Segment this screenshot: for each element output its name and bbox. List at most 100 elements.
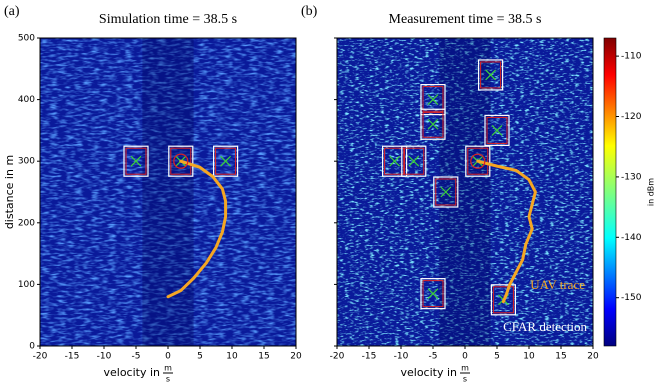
x-tick-label: 10 [226,352,238,362]
x-unit-num: m [461,364,469,373]
detection-cross [427,118,439,130]
x-tick-label: 0 [165,352,171,362]
detection-box-outer [490,284,516,316]
detection-box-outer [433,176,459,208]
cfar-detection [401,145,427,177]
detection-box-inner [125,147,147,175]
detection-box-inner [422,86,444,114]
cfar-detection [478,59,504,91]
colorbar-tick-label: -110 [621,52,642,62]
x-axis-label: velocity in [400,366,457,379]
x-tick-label: -10 [394,352,409,362]
detection-cross [220,155,232,167]
detection-box-inner [480,61,502,89]
detection-box-outer [420,278,446,310]
x-tick-label: 0 [462,352,468,362]
detection-box-outer [123,145,149,177]
x-unit-num: m [164,364,172,373]
y-tick-label: 100 [18,280,35,290]
x-tick-label: 10 [523,352,535,362]
cfar-detection [382,145,408,177]
x-unit-den: s [463,375,467,384]
annotation: UAV trace [530,277,585,292]
cfar-detection [420,83,446,116]
y-tick-label: 400 [18,95,35,105]
cfar-detection [420,108,446,140]
cfar-detection [213,145,239,177]
x-tick-label: 15 [555,352,566,362]
x-unit-den: s [166,375,170,384]
colorbar [603,37,617,347]
heatmap-noise [40,38,296,346]
detection-box-inner [215,147,237,175]
y-tick-label: 500 [18,34,35,44]
cfar-detection [465,145,491,177]
cfar-detection [123,145,149,177]
detection-box-inner [435,178,457,206]
x-tick-label: -10 [97,352,112,362]
detection-box-inner [486,116,508,144]
x-tick-label: -5 [429,352,438,362]
x-tick-label: 20 [290,352,302,362]
heatmap-noise [337,38,593,346]
detection-cross [440,186,452,198]
detection-cross [408,155,420,167]
x-tick-label: 5 [197,352,203,362]
detection-box-outer [478,59,504,91]
panel-label: (a) [4,4,20,19]
x-tick-label: 15 [258,352,269,362]
colorbar-tick-label: -130 [621,172,642,182]
detection-cross [485,69,497,81]
colorbar-tick-label: -120 [621,112,642,122]
x-axis-label: velocity in [103,366,160,379]
colorbar-tick-label: -150 [621,293,642,303]
cfar-detection [420,278,446,310]
x-tick-label: -20 [33,352,48,362]
cfar-detection [484,114,510,147]
detection-box-inner [492,286,514,314]
detection-box-outer [484,114,510,147]
x-tick-label: 5 [494,352,500,362]
detection-cross [130,155,142,167]
detection-box-inner [170,147,192,175]
detection-cross [491,124,503,136]
y-tick-label: 300 [18,157,35,167]
detection-cross [427,288,439,300]
detection-box-inner [467,147,489,175]
detection-box-outer [420,83,446,116]
detection-box-inner [403,147,425,175]
detection-box-inner [422,280,444,308]
detection-box-outer [382,145,408,177]
x-tick-label: -15 [65,352,80,362]
y-axis-label: distance in m [3,155,16,229]
detection-box-outer [168,145,194,177]
detection-box-outer [465,145,491,177]
chart-title: Simulation time = 38.5 s [99,12,237,27]
detection-cross [389,155,401,167]
chart-title: Measurement time = 38.5 s [389,12,542,27]
x-tick-label: -15 [362,352,377,362]
x-tick-label: -5 [132,352,141,362]
y-tick-label: 200 [18,218,35,228]
tracked-target [470,153,486,169]
detection-cross [427,94,439,106]
tracked-target [173,153,189,169]
colorbar-label: in dBm [647,178,656,206]
uav-trace [476,159,537,304]
y-tick-label: 0 [29,342,35,352]
x-tick-label: 20 [587,352,599,362]
zero-doppler-band [142,38,194,346]
detection-box-outer [420,108,446,140]
colorbar-tick-label: -140 [621,233,642,243]
cfar-detection [433,176,459,208]
detection-box-inner [422,110,444,138]
detection-box-outer [401,145,427,177]
panel-label: (b) [301,4,318,19]
detection-box-inner [384,147,406,175]
annotation: CFAR detection [503,319,587,334]
detection-box-outer [213,145,239,177]
uav-trace [166,159,228,299]
zero-doppler-band [439,38,491,346]
x-tick-label: -20 [330,352,345,362]
